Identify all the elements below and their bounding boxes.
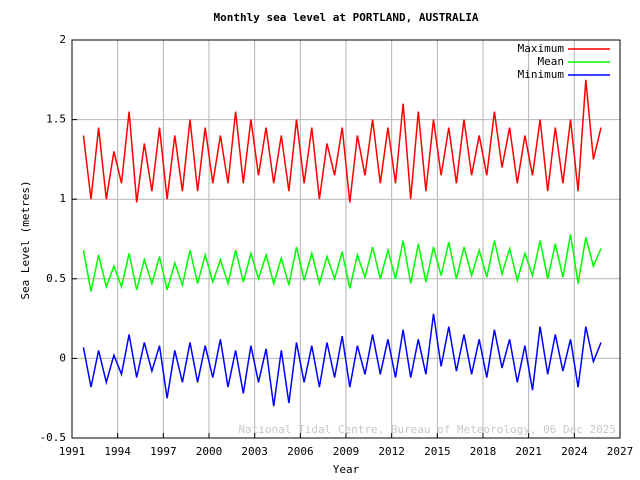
series-line [82, 313, 602, 407]
y-axis-label: Sea Level (metres) [19, 180, 32, 299]
legend-label: Maximum [518, 42, 565, 55]
x-tick-label: 1994 [104, 445, 131, 458]
y-tick-label: -0.5 [40, 431, 67, 444]
x-tick-label: 2000 [196, 445, 223, 458]
x-tick-label: 1997 [150, 445, 177, 458]
x-tick-label: 2003 [241, 445, 268, 458]
x-tick-label: 1991 [59, 445, 86, 458]
x-tick-label: 2024 [561, 445, 588, 458]
x-tick-label: 2009 [333, 445, 360, 458]
x-tick-label: 2006 [287, 445, 314, 458]
x-tick-label: 2027 [607, 445, 634, 458]
series-line [82, 79, 602, 203]
y-tick-label: 1.5 [46, 113, 66, 126]
legend-label: Minimum [518, 68, 565, 81]
x-tick-label: 2021 [515, 445, 542, 458]
x-tick-label: 2015 [424, 445, 451, 458]
y-tick-label: 0.5 [46, 272, 66, 285]
y-tick-label: 1 [59, 192, 66, 205]
legend-label: Mean [538, 55, 565, 68]
y-tick-label: 0 [59, 351, 66, 364]
series-line [82, 234, 602, 292]
x-tick-label: 2018 [470, 445, 497, 458]
watermark: National Tidal Centre, Bureau of Meteoro… [239, 423, 617, 436]
x-tick-label: 2012 [378, 445, 405, 458]
plot-frame [71, 39, 621, 439]
chart-title: Monthly sea level at PORTLAND, AUSTRALIA [214, 11, 479, 24]
y-tick-label: 2 [59, 33, 66, 46]
x-axis-label: Year [333, 463, 360, 476]
